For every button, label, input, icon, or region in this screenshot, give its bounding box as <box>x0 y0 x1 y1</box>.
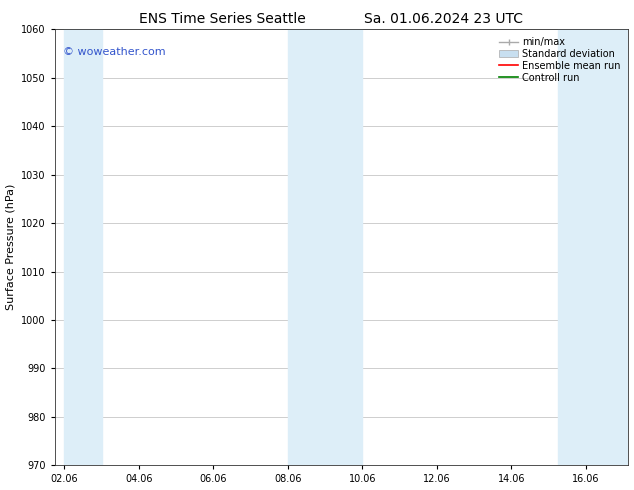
Y-axis label: Surface Pressure (hPa): Surface Pressure (hPa) <box>6 184 16 311</box>
Bar <box>65 29 101 465</box>
Text: Sa. 01.06.2024 23 UTC: Sa. 01.06.2024 23 UTC <box>365 12 523 26</box>
Text: © woweather.com: © woweather.com <box>63 47 166 57</box>
Text: ENS Time Series Seattle: ENS Time Series Seattle <box>138 12 306 26</box>
Bar <box>288 29 363 465</box>
Legend: min/max, Standard deviation, Ensemble mean run, Controll run: min/max, Standard deviation, Ensemble me… <box>496 34 624 86</box>
Bar <box>558 29 628 465</box>
